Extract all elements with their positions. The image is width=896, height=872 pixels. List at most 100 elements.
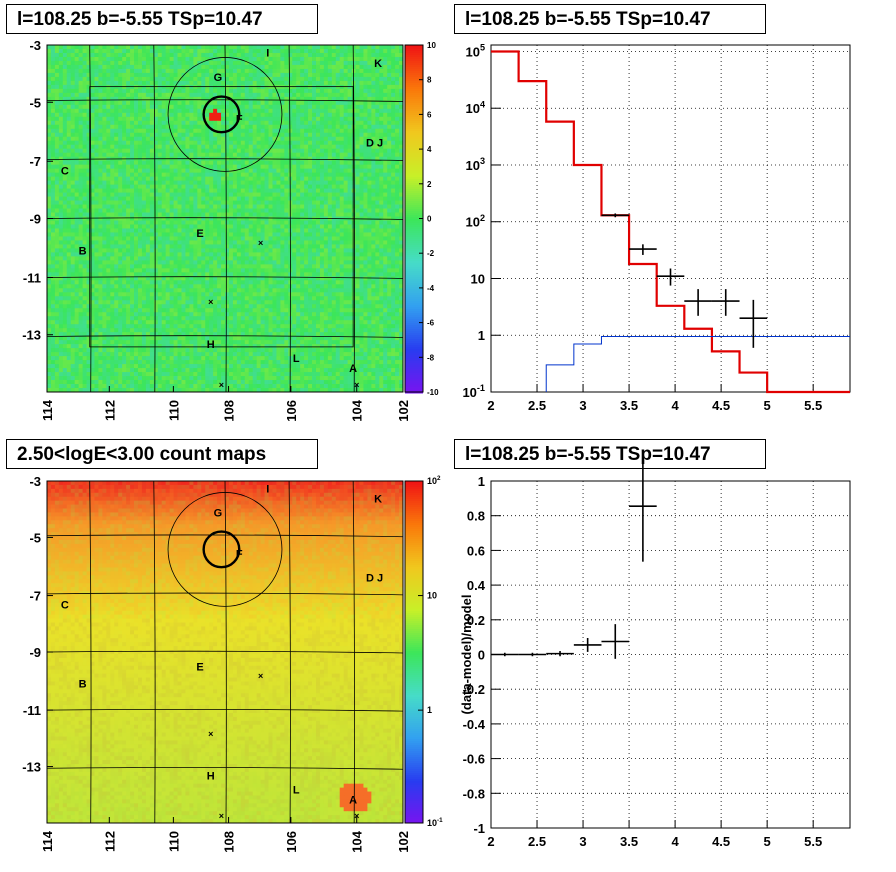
ts-pixel xyxy=(276,148,281,154)
ts-pixel xyxy=(284,140,289,146)
ts-pixel xyxy=(319,224,325,229)
ts-pixel xyxy=(335,180,341,185)
ts-pixel xyxy=(161,108,167,114)
ts-pixel xyxy=(343,45,349,50)
ts-pixel xyxy=(153,60,159,66)
ts-pixel xyxy=(379,200,384,205)
ts-pixel xyxy=(387,184,392,189)
ts-pixel xyxy=(98,232,103,237)
ts-pixel xyxy=(141,68,147,74)
ts-pixel xyxy=(225,88,230,94)
ts-pixel xyxy=(308,196,313,201)
ts-pixel xyxy=(181,128,186,134)
ts-pixel xyxy=(62,204,68,209)
ts-pixel xyxy=(359,236,364,241)
ts-pixel xyxy=(217,240,222,245)
ts-pixel xyxy=(280,45,285,50)
ts-pixel xyxy=(149,256,155,261)
ts-pixel xyxy=(86,208,91,213)
ts-pixel xyxy=(232,68,238,74)
ts-pixel xyxy=(244,204,250,209)
ts-pixel xyxy=(110,96,115,102)
ts-pixel xyxy=(284,48,289,54)
ts-pixel xyxy=(359,88,364,94)
ts-pixel xyxy=(130,168,135,174)
ts-pixel xyxy=(201,264,206,269)
ts-pixel xyxy=(54,45,60,50)
ts-pixel xyxy=(256,176,261,182)
ts-pixel xyxy=(252,240,258,245)
ts-pixel xyxy=(201,236,206,241)
ts-pixel xyxy=(264,84,269,90)
ts-pixel xyxy=(66,200,72,205)
ts-pixel xyxy=(347,124,352,130)
ts-pixel xyxy=(315,252,321,257)
ts-pixel xyxy=(260,64,265,70)
ts-pixel xyxy=(296,256,301,261)
ts-pixel xyxy=(153,232,159,237)
ts-pixel xyxy=(66,104,72,110)
ts-pixel xyxy=(379,108,384,114)
ts-pixel xyxy=(240,236,246,241)
ts-pixel xyxy=(94,96,99,102)
ts-pixel xyxy=(78,168,83,174)
ts-pixel xyxy=(256,80,261,86)
ts-pixel xyxy=(70,116,76,122)
ts-pixel xyxy=(122,136,127,142)
ts-pixel xyxy=(173,96,178,102)
ts-pixel xyxy=(359,220,364,225)
ts-pixel xyxy=(201,132,206,138)
ts-pixel xyxy=(205,236,210,241)
ts-pixel xyxy=(387,172,392,178)
ts-pixel xyxy=(153,176,159,182)
ts-pixel xyxy=(98,148,103,154)
ts-pixel xyxy=(268,80,273,86)
ts-pixel xyxy=(54,192,60,197)
ts-pixel xyxy=(169,45,174,50)
ts-pixel xyxy=(110,128,115,134)
ts-pixel xyxy=(221,224,226,229)
ts-pixel xyxy=(197,136,202,142)
ts-pixel xyxy=(355,108,360,114)
ts-pixel xyxy=(304,240,309,245)
ts-pixel xyxy=(54,76,60,82)
ts-pixel xyxy=(50,260,56,265)
ts-pixel xyxy=(335,164,341,170)
ts-pixel xyxy=(54,200,60,205)
ts-pixel xyxy=(78,252,83,257)
ts-pixel xyxy=(240,252,246,257)
ts-pixel xyxy=(137,45,143,50)
ts-pixel xyxy=(391,144,396,150)
ts-pixel xyxy=(78,188,83,193)
ts-pixel xyxy=(371,228,376,233)
ts-pixel xyxy=(312,72,317,78)
ts-pixel xyxy=(240,124,246,130)
ts-pixel xyxy=(110,236,115,241)
ts-pixel xyxy=(375,192,380,197)
ts-pixel xyxy=(252,48,258,54)
ts-pixel xyxy=(351,176,356,182)
ts-pixel xyxy=(106,140,111,146)
ts-pixel xyxy=(300,184,305,189)
ts-pixel xyxy=(296,144,301,150)
ts-pixel xyxy=(177,100,182,106)
ts-pixel xyxy=(327,244,333,249)
ts-pixel xyxy=(252,204,258,209)
ts-pixel xyxy=(244,60,250,66)
ts-pixel xyxy=(185,176,190,182)
ts-pixel xyxy=(54,156,60,162)
ts-pixel xyxy=(122,60,127,66)
ts-pixel xyxy=(355,180,360,185)
ts-pixel xyxy=(399,112,404,118)
ts-pixel xyxy=(312,84,317,90)
ts-pixel xyxy=(225,256,230,261)
ts-pixel xyxy=(256,168,261,174)
ts-pixel xyxy=(268,136,273,142)
ts-pixel xyxy=(86,92,91,98)
ts-pixel xyxy=(335,236,341,241)
ts-pixel xyxy=(177,168,182,174)
ts-pixel xyxy=(189,84,194,90)
ts-pixel xyxy=(363,236,368,241)
ts-pixel xyxy=(193,172,198,178)
ts-pixel xyxy=(50,132,56,138)
